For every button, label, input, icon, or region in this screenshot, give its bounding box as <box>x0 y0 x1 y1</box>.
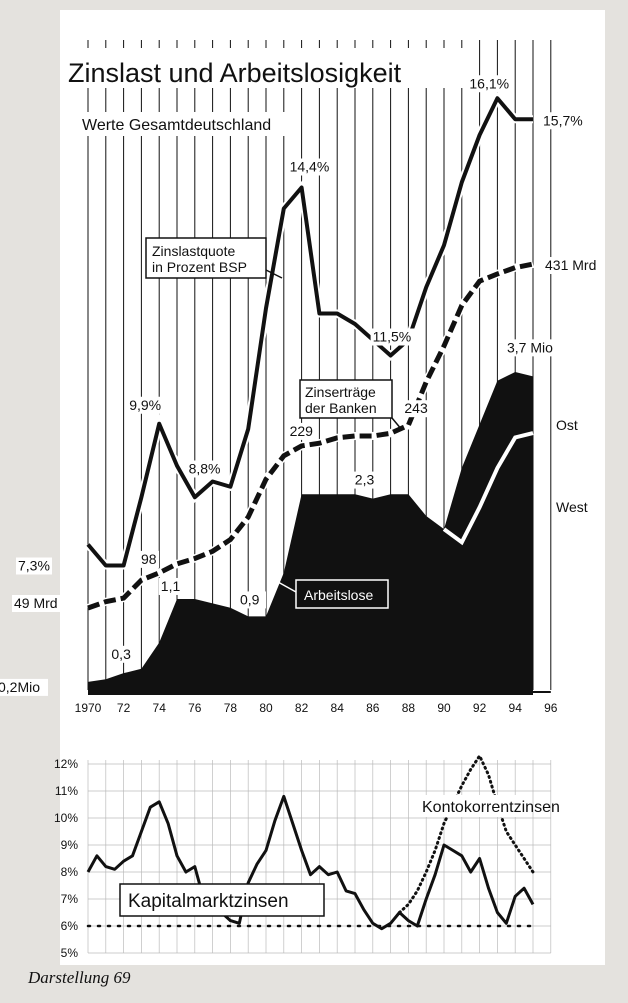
data-label: 7,3% <box>18 558 50 574</box>
series-legend-kontokorrentzinsen: Kontokorrentzinsen <box>422 799 560 816</box>
callout-box-zinslast <box>145 237 267 279</box>
data-label: 3,7 Mio <box>507 339 553 355</box>
series-line-zinslast <box>86 96 533 568</box>
series-area-arbeitslose <box>88 371 533 695</box>
data-label: 243 <box>404 400 428 416</box>
series-line-west <box>442 431 534 546</box>
data-label-bg <box>158 577 187 595</box>
data-label-bg <box>12 595 64 612</box>
series-line-zinsertraege <box>87 261 534 611</box>
y-tick-label: 12% <box>54 757 78 771</box>
y-tick-label: 10% <box>54 811 78 825</box>
data-label: 0,9 <box>240 591 260 607</box>
y-tick-label: 11% <box>55 784 78 798</box>
series-line-kapitalmarktzinsen <box>86 794 535 931</box>
figure-caption: Darstellung 69 <box>28 968 131 987</box>
x-tick-label: 94 <box>509 701 523 715</box>
x-tick-label: 86 <box>366 701 380 715</box>
x-tick-label: 78 <box>224 701 238 715</box>
x-tick-label: 74 <box>153 701 167 715</box>
data-label: 9,9% <box>129 397 161 413</box>
data-label: 0,2Mio <box>0 679 40 695</box>
x-tick-label: 96 <box>544 701 558 715</box>
data-label-bg <box>186 460 223 478</box>
series-legend-kapitalmarktzinsen: Kapitalmarktzinsen <box>128 891 289 912</box>
data-label-bg <box>370 328 415 346</box>
data-label-bg <box>287 158 332 176</box>
data-label: 49 Mrd <box>14 595 58 611</box>
data-label: 2,3 <box>355 472 375 488</box>
annotation-west: West <box>556 499 588 515</box>
data-label: 431 Mrd <box>545 257 596 273</box>
data-label: 15,7% <box>543 112 583 128</box>
subtitle-background <box>78 112 293 136</box>
data-label: 8,8% <box>189 461 221 477</box>
title-background <box>64 48 474 88</box>
y-tick-label: 5% <box>61 946 79 960</box>
data-label: 14,4% <box>290 159 330 175</box>
data-label-bg <box>16 557 52 575</box>
series-legend-zinsertraege: Zinserträge <box>305 384 376 400</box>
callout-pointer-zinsertraege <box>391 417 403 431</box>
y-tick-label: 6% <box>61 919 79 933</box>
data-label-bg <box>541 112 585 130</box>
series-line-kontokorrentzinsen <box>398 752 535 914</box>
data-label-bg <box>402 400 431 418</box>
data-label: 98 <box>141 551 157 567</box>
x-tick-label: 76 <box>188 701 202 715</box>
y-tick-label: 8% <box>61 865 79 879</box>
data-label-bg <box>139 550 159 568</box>
data-label-bg <box>238 591 266 609</box>
series-legend-zinslast: in Prozent BSP <box>152 259 247 275</box>
annotation-ost: Ost <box>556 417 578 433</box>
chart-subtitle: Werte Gesamtdeutschland <box>82 117 271 134</box>
x-tick-label: 92 <box>473 701 487 715</box>
data-label-bg <box>543 257 603 275</box>
callout-box-zinsertraege <box>299 379 393 419</box>
x-tick-label: 88 <box>402 701 416 715</box>
data-label-bg <box>505 339 565 357</box>
callout-pointer-arbeitslose <box>277 581 297 593</box>
x-tick-label: 82 <box>295 701 309 715</box>
data-label-bg <box>127 396 164 414</box>
data-label: 11,5% <box>373 329 412 345</box>
x-tick-label: 90 <box>437 701 451 715</box>
data-label: 0,3 <box>111 646 131 662</box>
callout-pointer-zinslast <box>265 269 283 279</box>
legend-box-kapitalmarktzinsen <box>119 883 325 917</box>
series-legend-zinslast: Zinslastquote <box>152 243 235 259</box>
series-legend-zinsertraege: der Banken <box>305 400 377 416</box>
callout-box-arbeitslose <box>295 579 389 609</box>
x-tick-label: 1970 <box>75 701 102 715</box>
x-tick-label: 72 <box>117 701 131 715</box>
data-label-bg <box>0 678 48 696</box>
data-label: 1,1 <box>161 578 181 594</box>
data-label: 229 <box>290 423 314 439</box>
data-label-bg <box>287 422 316 440</box>
legend-bg-kontokorrentzinsen <box>420 795 532 817</box>
series-legend-arbeitslose: Arbeitslose <box>304 587 373 603</box>
data-label-bg <box>352 471 381 489</box>
chart-title: Zinslast und Arbeitslosigkeit <box>68 58 402 88</box>
x-tick-label: 84 <box>331 701 345 715</box>
data-label-bg <box>109 645 138 663</box>
data-label-bg <box>467 75 512 93</box>
y-tick-label: 7% <box>61 892 79 906</box>
y-tick-label: 9% <box>61 838 79 852</box>
x-tick-label: 80 <box>259 701 273 715</box>
data-label: 16,1% <box>469 75 509 91</box>
